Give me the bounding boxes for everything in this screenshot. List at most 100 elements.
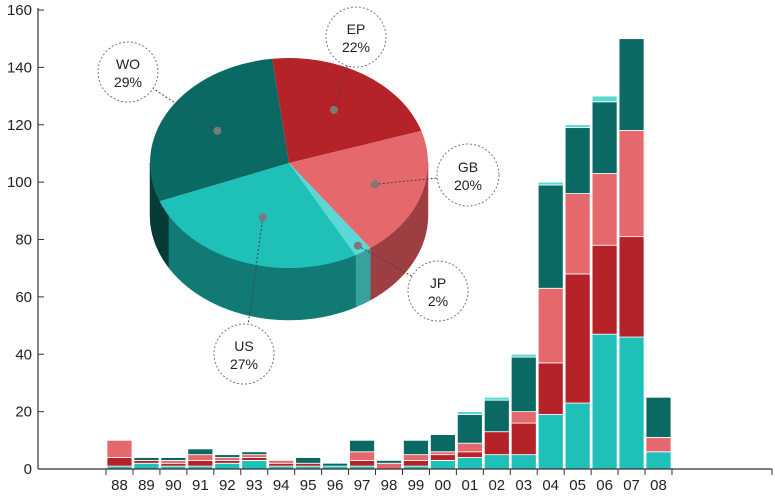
bar-segment-ep-93	[241, 457, 268, 461]
x-tick-label: 98	[381, 477, 398, 494]
callout-anchor-dot	[353, 241, 362, 250]
y-tick-label: 160	[7, 2, 32, 19]
x-tick-label: 97	[354, 477, 371, 494]
x-tick-label: 04	[542, 477, 559, 494]
bar-segment-gb-06	[591, 173, 618, 246]
callout-leader-line	[333, 36, 357, 111]
x-tick-label: 96	[327, 477, 344, 494]
x-tick-label: 06	[596, 477, 613, 494]
bar-segment-us-06	[591, 333, 618, 470]
pie-slice-percent: 20%	[454, 177, 482, 193]
x-tick-label: 02	[488, 477, 505, 494]
pie-slice-gb	[289, 130, 428, 249]
bar-segment-jp-05	[564, 124, 591, 129]
pie-slice-percent: 27%	[230, 356, 258, 372]
bar-segment-gb-94	[268, 459, 295, 464]
bar-segment-ep-91	[187, 459, 214, 467]
callout-anchor-dot	[213, 126, 222, 135]
callout-bubble	[407, 260, 469, 322]
bar-segment-wo-02	[483, 399, 510, 433]
pie-slice-label: WO	[116, 56, 140, 72]
pie-side-jp	[355, 247, 371, 308]
bar-segment-gb-93	[241, 454, 268, 458]
x-tick-label: 01	[462, 477, 479, 494]
bar-segment-ep-94	[268, 462, 295, 467]
bar-segment-wo-00	[429, 434, 456, 453]
callout-bubble	[325, 6, 387, 68]
bar-segment-wo-07	[618, 38, 645, 131]
pie-slice-label: US	[234, 338, 253, 354]
bar-segment-wo-03	[510, 356, 537, 413]
bar-segment-ep-03	[510, 422, 537, 456]
bar-segment-us-05	[564, 402, 591, 470]
x-tick-label: 07	[623, 477, 640, 494]
bar-segment-ep-89	[133, 459, 160, 464]
y-tick-label: 80	[15, 232, 32, 249]
bar-segment-jp-04	[537, 181, 564, 186]
bar-segment-wo-99	[403, 439, 429, 456]
bar-segment-wo-89	[133, 457, 160, 461]
pie-callout-jp: JP 2%	[353, 241, 469, 322]
bar-segment-gb-98	[376, 462, 402, 470]
bar-segment-us-00	[429, 459, 456, 470]
bar-segment-gb-97	[349, 451, 375, 461]
bar-segment-ep-07	[618, 236, 645, 338]
bar-segment-jp-02	[483, 396, 510, 401]
bar-segment-wo-98	[376, 459, 402, 464]
callout-anchor-dot	[329, 105, 338, 114]
bar-segment-ep-90	[160, 462, 187, 467]
bar-segment-jp-01	[456, 411, 483, 415]
bar-segment-ep-99	[403, 459, 429, 467]
pie-chart: EP 22% GB 20% JP 2% US 27% WO 29%	[97, 6, 500, 385]
bar-segment-wo-95	[295, 457, 322, 464]
bar-segment-ep-97	[349, 459, 375, 467]
bar-segment-wo-93	[241, 451, 268, 456]
bar-segment-gb-99	[403, 454, 429, 461]
bar-segment-wo-04	[537, 184, 564, 289]
x-tick-label: 03	[515, 477, 532, 494]
y-tick-label: 100	[7, 174, 32, 191]
x-tick-label: 99	[408, 477, 425, 494]
callout-bubble	[436, 143, 500, 207]
bar-segment-gb-92	[214, 457, 241, 461]
x-tick-label: 88	[111, 477, 128, 494]
bar-segment-wo-06	[591, 101, 618, 174]
bar-chart	[106, 38, 672, 470]
bar-segment-us-92	[214, 462, 241, 470]
pie-side-wo-edge	[150, 163, 169, 268]
bar-segment-wo-08	[645, 396, 672, 438]
x-tick-label: 91	[192, 477, 209, 494]
bar-segment-wo-91	[187, 448, 214, 456]
x-tick-label: 94	[273, 477, 290, 494]
pie-slice-ep	[272, 57, 422, 163]
pie-slice-us	[159, 163, 356, 269]
bar-segment-gb-07	[618, 130, 645, 238]
bar-segment-ep-01	[456, 451, 483, 458]
bar-segment-gb-90	[160, 459, 187, 464]
bar-segment-us-89	[133, 462, 160, 470]
pie-slice-jp	[289, 163, 371, 256]
bar-segment-gb-08	[645, 437, 672, 453]
bar-segment-ep-04	[537, 362, 564, 415]
bar-segment-gb-01	[456, 442, 483, 453]
pie-callout-wo: WO 29%	[97, 41, 222, 135]
x-tick-label: 95	[300, 477, 317, 494]
bar-segment-gb-88	[106, 439, 133, 458]
callout-bubble	[97, 41, 159, 103]
y-tick-label: 40	[15, 346, 32, 363]
x-tick-label: 05	[569, 477, 586, 494]
x-tick-label: 92	[219, 477, 236, 494]
bar-segment-ep-06	[591, 244, 618, 335]
callout-anchor-dot	[258, 213, 267, 222]
y-tick-label: 0	[24, 461, 32, 478]
bar-segment-gb-03	[510, 411, 537, 424]
bar-segment-us-04	[537, 414, 564, 470]
bar-segment-gb-04	[537, 287, 564, 364]
y-tick-label: 20	[15, 404, 32, 421]
bar-segment-ep-00	[429, 454, 456, 461]
pie-slice-label: JP	[430, 275, 446, 291]
y-tick-label: 120	[7, 117, 32, 134]
bar-segment-us-03	[510, 454, 537, 470]
